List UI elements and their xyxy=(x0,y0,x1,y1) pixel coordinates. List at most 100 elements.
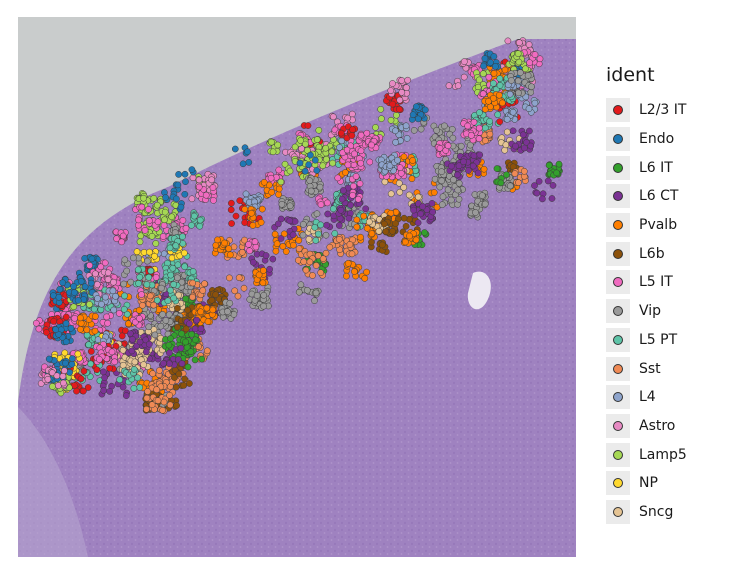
cell-point xyxy=(481,200,489,208)
legend-dot-icon xyxy=(613,105,623,116)
cell-point xyxy=(80,387,87,395)
cell-point xyxy=(496,118,504,126)
cell-point xyxy=(103,313,110,321)
cell-point xyxy=(322,249,330,257)
cell-point xyxy=(341,169,349,176)
cell-point xyxy=(344,114,352,122)
cell-point xyxy=(182,338,189,346)
cell-point xyxy=(362,205,370,213)
cell-point xyxy=(465,167,472,174)
cell-point xyxy=(296,159,304,167)
legend-key xyxy=(606,327,630,352)
cell-point xyxy=(182,225,190,232)
cell-point xyxy=(474,169,482,177)
cell-point xyxy=(480,165,488,173)
cell-point xyxy=(56,285,64,293)
cell-point xyxy=(348,250,356,258)
cell-point xyxy=(203,304,211,312)
cell-point xyxy=(157,322,165,330)
cell-point xyxy=(449,134,457,142)
cell-point xyxy=(135,280,142,287)
cell-point xyxy=(80,367,88,375)
cell-point xyxy=(161,208,169,216)
cell-point xyxy=(335,236,343,243)
cell-point xyxy=(351,150,358,158)
cell-point xyxy=(317,269,325,277)
cell-point xyxy=(62,359,69,367)
cell-point xyxy=(50,318,58,325)
cell-point xyxy=(322,144,330,152)
legend-entry: L4 xyxy=(596,383,722,412)
cell-point xyxy=(438,168,445,176)
cell-point xyxy=(228,220,235,227)
legend-title: ident xyxy=(606,64,655,86)
cell-point xyxy=(74,297,82,304)
legend-label: Pvalb xyxy=(639,217,678,234)
cell-point xyxy=(403,135,411,142)
cell-point xyxy=(149,370,157,377)
cell-point xyxy=(246,247,253,255)
cell-point xyxy=(202,191,210,199)
cell-point xyxy=(389,227,396,235)
cell-point xyxy=(402,222,410,230)
cell-point xyxy=(228,199,235,207)
cell-point xyxy=(336,144,343,151)
legend-entry: L5 PT xyxy=(596,326,722,355)
legend-key xyxy=(606,184,630,209)
cell-point xyxy=(445,82,453,90)
cell-point xyxy=(188,195,196,203)
cell-point xyxy=(487,59,494,66)
cell-point xyxy=(148,401,156,409)
cell-point xyxy=(317,221,324,229)
cell-point xyxy=(436,183,444,191)
cell-point xyxy=(304,122,312,129)
cell-point xyxy=(357,159,365,167)
cell-point xyxy=(448,162,455,170)
cell-point xyxy=(177,344,185,352)
cell-point xyxy=(496,75,504,82)
cell-point xyxy=(526,127,533,135)
cell-point xyxy=(400,184,408,191)
cell-point xyxy=(397,169,405,177)
cell-point xyxy=(151,331,159,339)
cell-point xyxy=(496,82,504,89)
cell-point xyxy=(230,311,238,318)
cell-point xyxy=(175,370,183,378)
cell-point xyxy=(187,348,195,356)
legend-label: Astro xyxy=(639,417,676,434)
cell-point xyxy=(315,126,323,134)
cell-point xyxy=(98,300,105,308)
cell-point xyxy=(62,338,70,346)
cell-point xyxy=(460,158,467,166)
cell-point xyxy=(363,224,371,232)
cell-point xyxy=(280,230,288,238)
cell-point xyxy=(447,196,455,204)
cell-point xyxy=(242,190,250,198)
cell-point xyxy=(145,217,153,225)
cell-point xyxy=(225,245,233,252)
legend-entry: Vip xyxy=(596,297,722,326)
cell-point xyxy=(116,376,124,384)
cell-point xyxy=(181,170,189,178)
cell-point xyxy=(166,401,174,409)
legend-entry: NP xyxy=(596,469,722,498)
cell-point xyxy=(455,179,463,187)
cell-point xyxy=(265,181,273,189)
legend-key xyxy=(606,127,630,152)
cell-point xyxy=(209,184,217,191)
cell-point xyxy=(319,162,327,170)
cell-point xyxy=(279,243,287,250)
cell-point xyxy=(148,232,156,240)
cell-point xyxy=(227,206,235,214)
cell-point xyxy=(32,319,40,327)
cell-point xyxy=(349,126,356,133)
cell-point xyxy=(145,323,153,331)
cell-point xyxy=(410,206,417,214)
cell-point xyxy=(268,188,276,196)
cell-point xyxy=(490,94,497,102)
cell-point xyxy=(533,189,541,197)
cell-point xyxy=(197,325,205,333)
legend-entry: L2/3 IT xyxy=(596,96,722,125)
cell-point xyxy=(335,222,343,229)
cell-point xyxy=(357,233,364,241)
